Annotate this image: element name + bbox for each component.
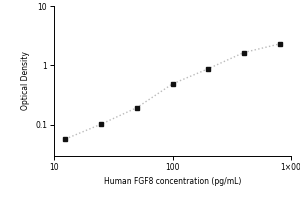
Y-axis label: Optical Density: Optical Density bbox=[20, 52, 29, 110]
X-axis label: Human FGF8 concentration (pg/mL): Human FGF8 concentration (pg/mL) bbox=[104, 178, 241, 186]
